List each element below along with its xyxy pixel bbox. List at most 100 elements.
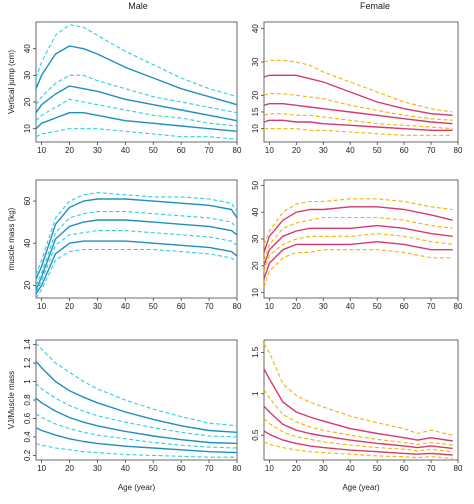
- x-tick-label: 30: [319, 302, 328, 311]
- series-line-solid: [35, 111, 238, 132]
- y-axis-label: Vertical jump (cm): [7, 50, 16, 114]
- x-tick-label: 10: [265, 302, 274, 311]
- series-line-solid: [263, 119, 453, 132]
- y-tick-label: 30: [251, 57, 260, 66]
- series-line-solid: [263, 430, 453, 456]
- column-title-male: Male: [128, 1, 148, 11]
- series-line-dashed: [263, 198, 453, 245]
- y-tick-label: 1: [23, 379, 32, 384]
- series-line-dashed: [263, 343, 453, 436]
- plot-frame: [263, 21, 459, 143]
- x-tick-label: 50: [149, 146, 158, 155]
- series-line-solid: [263, 240, 453, 280]
- series-line-dashed: [35, 128, 238, 140]
- series-line-dashed: [263, 233, 453, 272]
- x-tick-label: 80: [454, 464, 463, 473]
- series-line-solid: [35, 198, 238, 280]
- x-tick-label: 20: [292, 464, 301, 473]
- x-tick-label: 40: [346, 464, 355, 473]
- series-line-dashed: [35, 192, 238, 275]
- y-tick-label: 10: [251, 124, 260, 133]
- y-tick-label: 15: [251, 107, 260, 116]
- y-tick-label: 10: [23, 124, 32, 133]
- x-tick-label: 10: [265, 146, 274, 155]
- series-line-solid: [263, 206, 453, 253]
- series-line-solid: [263, 224, 453, 267]
- x-tick-label: 50: [373, 302, 382, 311]
- x-tick-label: 50: [149, 464, 158, 473]
- y-tick-label: 0.8: [23, 394, 32, 406]
- plot-frame: [263, 339, 459, 461]
- series-line-solid: [35, 219, 238, 290]
- x-tick-label: 40: [121, 146, 130, 155]
- series-line-solid: [35, 397, 238, 445]
- plot-frame: [35, 179, 238, 299]
- series-line-solid: [263, 405, 453, 450]
- series-line-dashed: [263, 389, 453, 446]
- y-tick-label: 40: [251, 207, 260, 216]
- x-tick-label: 70: [427, 146, 436, 155]
- x-tick-label: 30: [319, 464, 328, 473]
- x-tick-label: 70: [427, 464, 436, 473]
- series-line-solid: [35, 85, 238, 122]
- y-tick-label: 20: [23, 97, 32, 106]
- x-tick-label: 70: [205, 302, 214, 311]
- y-tick-label: 10: [251, 288, 260, 297]
- y-tick-label: 60: [23, 196, 32, 205]
- x-tick-label: 20: [65, 464, 74, 473]
- series-line-dashed: [264, 128, 453, 136]
- series-line-dashed: [35, 24, 238, 98]
- x-tick-label: 40: [346, 146, 355, 155]
- series-line-dashed: [35, 383, 238, 438]
- x-tick-label: 50: [373, 464, 382, 473]
- y-tick-label: 40: [23, 44, 32, 53]
- x-tick-label: 10: [37, 146, 46, 155]
- series-line-dashed: [35, 98, 238, 127]
- series-line-dashed: [35, 230, 238, 292]
- x-tick-label: 70: [427, 302, 436, 311]
- x-tick-label: 20: [292, 146, 301, 155]
- x-tick-label: 80: [454, 146, 463, 155]
- x-tick-label: 30: [93, 464, 102, 473]
- y-tick-label: 50: [251, 180, 260, 189]
- y-tick-label: 20: [251, 90, 260, 99]
- series-line-dashed: [35, 442, 237, 458]
- x-tick-label: 80: [454, 302, 463, 311]
- x-tick-label: 40: [346, 302, 355, 311]
- x-tick-label: 60: [400, 302, 409, 311]
- x-tick-label: 10: [37, 302, 46, 311]
- y-tick-label: 40: [23, 238, 32, 247]
- y-tick-label: 1: [251, 391, 260, 396]
- y-tick-label: 0.2: [23, 449, 32, 461]
- panel-female-vj-muscle-mass: 10 20 30 40 50 60 70 80 0.5 1 1.5 Age (year): [251, 339, 463, 492]
- series-line-dashed: [263, 59, 453, 113]
- series-line-solid: [263, 74, 453, 116]
- x-tick-label: 20: [65, 146, 74, 155]
- y-tick-label: 0.6: [23, 412, 32, 424]
- series-line-dashed: [35, 74, 238, 114]
- series-line-dashed: [263, 113, 453, 130]
- y-tick-label: 0.4: [23, 431, 32, 443]
- x-tick-label: 60: [400, 146, 409, 155]
- series-line-solid: [35, 427, 238, 454]
- series-line-solid: [35, 240, 238, 295]
- panel-male-muscle-mass: 10 20 30 40 50 60 70 80 20 40 60 muscle mass (kg): [7, 179, 242, 311]
- series-line-dashed: [35, 211, 238, 286]
- x-tick-label: 80: [233, 302, 242, 311]
- x-tick-label: 10: [265, 464, 274, 473]
- x-axis-label: Age (year): [118, 483, 156, 492]
- series-line-solid: [35, 360, 238, 433]
- x-tick-label: 30: [319, 146, 328, 155]
- y-tick-label: 1.4: [23, 339, 32, 351]
- x-tick-label: 60: [177, 464, 186, 473]
- x-tick-label: 60: [400, 464, 409, 473]
- y-tick-label: 20: [23, 280, 32, 289]
- x-tick-label: 70: [205, 146, 214, 155]
- panel-male-vj-muscle-mass: 10 20 30 40 50 60 70 80 0.2 0.4 0.6 0.8 1 1.2 1.4 VJ/Mu…: [7, 339, 242, 492]
- x-tick-label: 40: [121, 302, 130, 311]
- x-tick-label: 80: [233, 146, 242, 155]
- x-tick-label: 20: [65, 302, 74, 311]
- series-line-solid: [263, 368, 453, 442]
- series-line-solid: [35, 45, 238, 106]
